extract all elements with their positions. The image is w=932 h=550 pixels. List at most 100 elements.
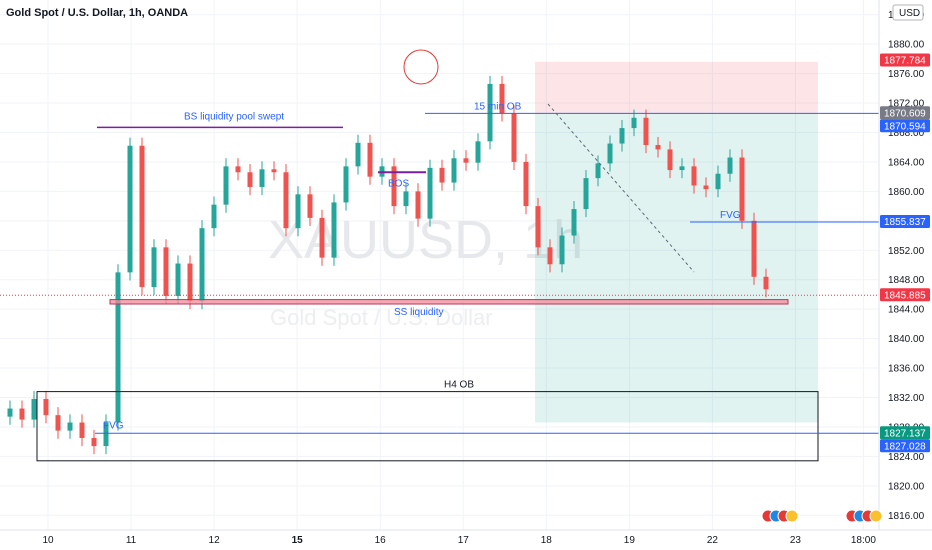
candle-body	[163, 247, 169, 296]
price-tag-label: 1827.028	[884, 441, 926, 452]
x-tick-label: 11	[126, 535, 137, 546]
candle-body	[499, 83, 505, 114]
y-tick-label: 1868.00	[888, 128, 925, 139]
price-tag-bg	[880, 119, 930, 133]
candle	[607, 135, 613, 172]
y-tick-label: 1876.00	[888, 69, 925, 80]
price-axis[interactable]: 1816.001820.001824.001828.001832.001836.…	[878, 0, 930, 530]
candle-body	[763, 276, 769, 290]
candle	[451, 150, 457, 191]
candle	[583, 170, 589, 218]
candle-body	[415, 191, 421, 219]
candle	[79, 414, 85, 447]
price-tag: 1877.784	[880, 53, 930, 67]
candle-body	[427, 167, 433, 219]
price-tag-bg	[880, 215, 930, 229]
event-icons[interactable]	[761, 509, 883, 523]
candle	[535, 198, 541, 256]
candle-body	[511, 113, 517, 162]
y-tick-label: 1840.00	[888, 334, 925, 345]
ss-liquidity-label: SS liquidity	[394, 307, 443, 318]
candle-body	[211, 204, 217, 229]
candle	[619, 119, 625, 152]
y-tick-label: 1816.00	[888, 511, 925, 522]
price-tag: 1855.837	[880, 215, 930, 229]
candle	[43, 390, 49, 424]
candle-body	[571, 209, 577, 236]
flag-icon-group-1[interactable]	[761, 509, 799, 523]
candle	[307, 186, 313, 226]
candle	[283, 164, 289, 237]
candle	[511, 105, 517, 171]
zones	[535, 61, 818, 423]
candle-body	[547, 247, 553, 265]
price-tag-bg	[880, 53, 930, 67]
x-tick-label: 15	[292, 535, 304, 546]
candle	[559, 227, 565, 273]
price-tag: 1870.609	[880, 106, 930, 120]
currency-badge[interactable]	[892, 4, 924, 21]
candle-body	[331, 202, 337, 258]
candle	[751, 212, 757, 285]
candle-body	[583, 178, 589, 210]
fvg-upper-label: FVG	[720, 210, 741, 221]
candle-body	[607, 143, 613, 164]
x-tick-label: 22	[707, 535, 719, 546]
candle	[331, 194, 337, 266]
candle	[571, 200, 577, 244]
x-tick-label: 16	[375, 535, 387, 546]
candle-body	[475, 141, 481, 163]
candle-body	[115, 272, 121, 423]
candle-body	[259, 169, 265, 187]
candle	[55, 407, 61, 439]
y-tick-label: 1864.00	[888, 157, 925, 168]
candle	[319, 209, 325, 266]
candle	[19, 400, 25, 428]
price-tag-label: 1827.137	[884, 428, 926, 439]
h4-ob-box	[36, 391, 819, 462]
candle-body	[679, 166, 685, 171]
candle-body	[151, 247, 157, 288]
x-tick-label: 17	[458, 535, 470, 546]
time-axis[interactable]: 10 11 12 15 16 17 18 19 22 23 18:00	[0, 529, 932, 546]
flag-icon-group-2[interactable]	[845, 509, 883, 523]
flag-icon[interactable]	[869, 509, 883, 523]
price-tag-label: 1870.609	[884, 108, 926, 119]
candle	[595, 155, 601, 187]
candle	[391, 158, 397, 215]
candle	[487, 75, 493, 150]
candle	[163, 239, 169, 305]
candle	[523, 153, 529, 215]
candle	[211, 196, 217, 237]
price-tag: 1827.028	[880, 439, 930, 453]
candle-body	[91, 437, 97, 447]
swing-high-circle	[403, 49, 439, 85]
flag-icon[interactable]	[785, 509, 799, 523]
x-tick-label: 12	[209, 535, 221, 546]
candle-body	[619, 128, 625, 144]
candle	[499, 75, 505, 122]
candle	[715, 165, 721, 198]
x-tick-label: 10	[42, 535, 54, 546]
price-tag: 1870.594	[880, 119, 930, 133]
candle-body	[595, 163, 601, 179]
candle-body	[343, 166, 349, 203]
candle	[439, 159, 445, 191]
candle-body	[103, 422, 109, 447]
candle-body	[19, 408, 25, 420]
candle	[691, 158, 697, 194]
candle	[403, 183, 409, 215]
fvg-lower-label: FVG	[103, 420, 124, 431]
candles	[7, 75, 769, 455]
y-tick-label: 1844.00	[888, 305, 925, 316]
candle-body	[739, 157, 745, 221]
candle	[727, 149, 733, 182]
candle-body	[67, 422, 73, 431]
candle	[223, 158, 229, 213]
candle-body	[631, 117, 637, 129]
candle	[763, 268, 769, 298]
candle-body	[127, 145, 133, 273]
candle-body	[307, 194, 313, 218]
candle	[139, 137, 145, 296]
